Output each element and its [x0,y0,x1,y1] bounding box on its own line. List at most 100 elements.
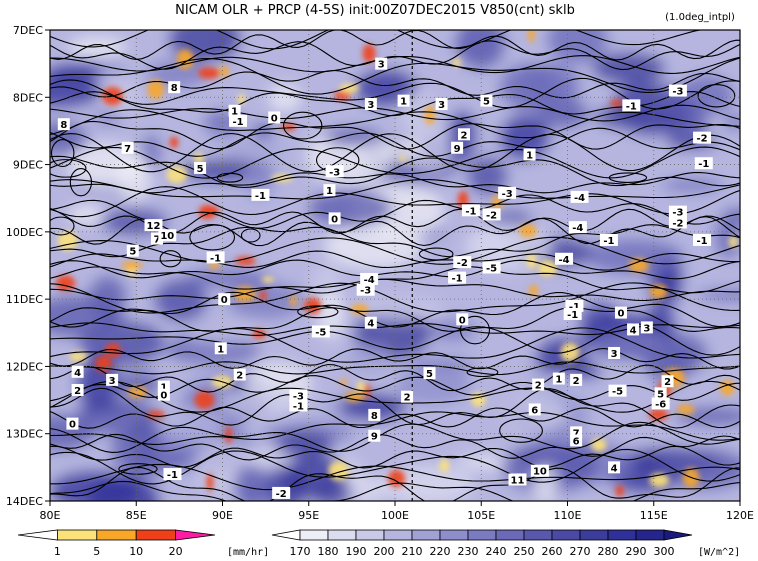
olr-colorbar-label: 280 [598,545,619,558]
chart-title: NICAM OLR + PRCP (4-5S) init:00Z07DEC201… [175,3,575,18]
precip-patch [649,284,668,299]
olr-colorbar-segment [579,529,609,541]
contour-label-text: 3 [367,100,374,111]
precip-patch [728,235,738,248]
y-tick-label: 9DEC [13,159,43,172]
precip-patch [271,174,294,182]
contour-label-text: 4 [630,325,637,336]
precip-colorbar-unit: [mm/hr] [227,547,269,558]
contour-label-text: 2 [535,381,542,392]
olr-patch [354,297,444,322]
contour-label-box [668,216,687,229]
contour-line [50,480,740,501]
contour-label-text: 8 [371,411,378,422]
contour-line [50,433,740,461]
contour-label-text: -1 [603,236,614,247]
contour-label: 4 [364,316,377,330]
olr-colorbar-label: 180 [318,545,339,558]
contour-label: -3 [289,389,308,402]
precip-patch [527,30,535,43]
contour-label-box [268,111,281,124]
contour-label-text: -2 [486,210,497,221]
contour-label: 11 [508,473,527,486]
contour-loop [216,172,244,183]
contour-label-text: 0 [69,420,76,431]
olr-patch [153,406,225,446]
contour-label-text: 0 [160,391,167,402]
contour-label-box [599,233,618,246]
contour-label-text: -5 [486,264,497,275]
contour-label: -5 [311,325,330,338]
contour-loop [50,138,75,168]
contour-label-text: 2 [404,393,411,404]
contour-label-box [608,461,621,474]
olr-patch [251,123,274,139]
contour-label-text: 1 [526,150,533,161]
contour-label: 3 [375,57,388,71]
contour-label: -1 [693,233,712,247]
contour-label-text: 3 [611,349,618,360]
contour-label: 1 [397,94,410,108]
olr-colorbar-unit: [W/m^2] [698,547,740,558]
precip-patch [169,136,179,148]
precip-patch [720,379,735,396]
contour-label: -2 [668,216,687,229]
precip-patch [471,392,486,407]
olr-patch [68,36,127,58]
olr-colorbar-segment [383,529,413,541]
precip-patch [194,391,215,410]
contour-loop [608,172,648,184]
contour-label: -2 [453,256,472,269]
contour-label: -2 [482,208,501,221]
contour-label-box [482,208,501,221]
contour-label-box [523,148,536,161]
contour-label: -4 [555,252,574,266]
contour-label-text: 5 [197,164,204,175]
contour-label-text: 2 [74,386,81,397]
contour-label-box [627,323,640,336]
contour-label-box [693,131,712,144]
precip-colorbar-segment [135,529,176,541]
contour-label-text: 0 [331,214,338,225]
precip-patch [193,152,205,164]
x-tick-label: 85E [126,509,147,522]
contour-label: 1 [523,148,536,161]
contour-label: -4 [570,190,589,204]
contour-line [50,120,740,150]
contour-label-box [106,373,119,386]
olr-patch [218,142,288,157]
contour-label-box [458,128,470,141]
precip-patch [356,381,365,393]
v850-contours [50,30,740,501]
contour-label: -1 [694,157,713,170]
olr-colorbar-label: 200 [374,545,395,558]
olr-patch [723,114,740,131]
x-tick-label: 95E [298,509,319,522]
contour-label: -1 [461,204,480,217]
precip-patch [147,79,164,100]
contour-label: -1 [206,251,225,264]
y-tick-label: 12DEC [6,360,43,373]
contour-label-text: 5 [657,389,664,400]
contour-line [50,347,740,370]
contour-label: 9 [368,429,381,443]
olr-colorbar-segment [523,529,553,541]
precip-patch [55,275,76,291]
contour-label: -1 [448,271,467,285]
contour-loop [189,224,236,251]
contour-label-box [563,307,582,320]
contour-label-text: -3 [360,286,371,297]
contour-label-box [397,94,410,107]
olr-colorbar-segment [411,529,441,541]
contour-label-box [640,321,653,334]
x-tick-label: 120E [726,509,754,522]
precip-patch [452,57,461,68]
contour-label-text: 2 [664,377,671,388]
olr-patch [50,294,124,339]
olr-patch [233,463,268,501]
contour-label-text: 10 [533,467,547,478]
contour-label-text: 7 [573,428,580,439]
contour-label-box [360,272,379,285]
contour-line [50,445,740,469]
